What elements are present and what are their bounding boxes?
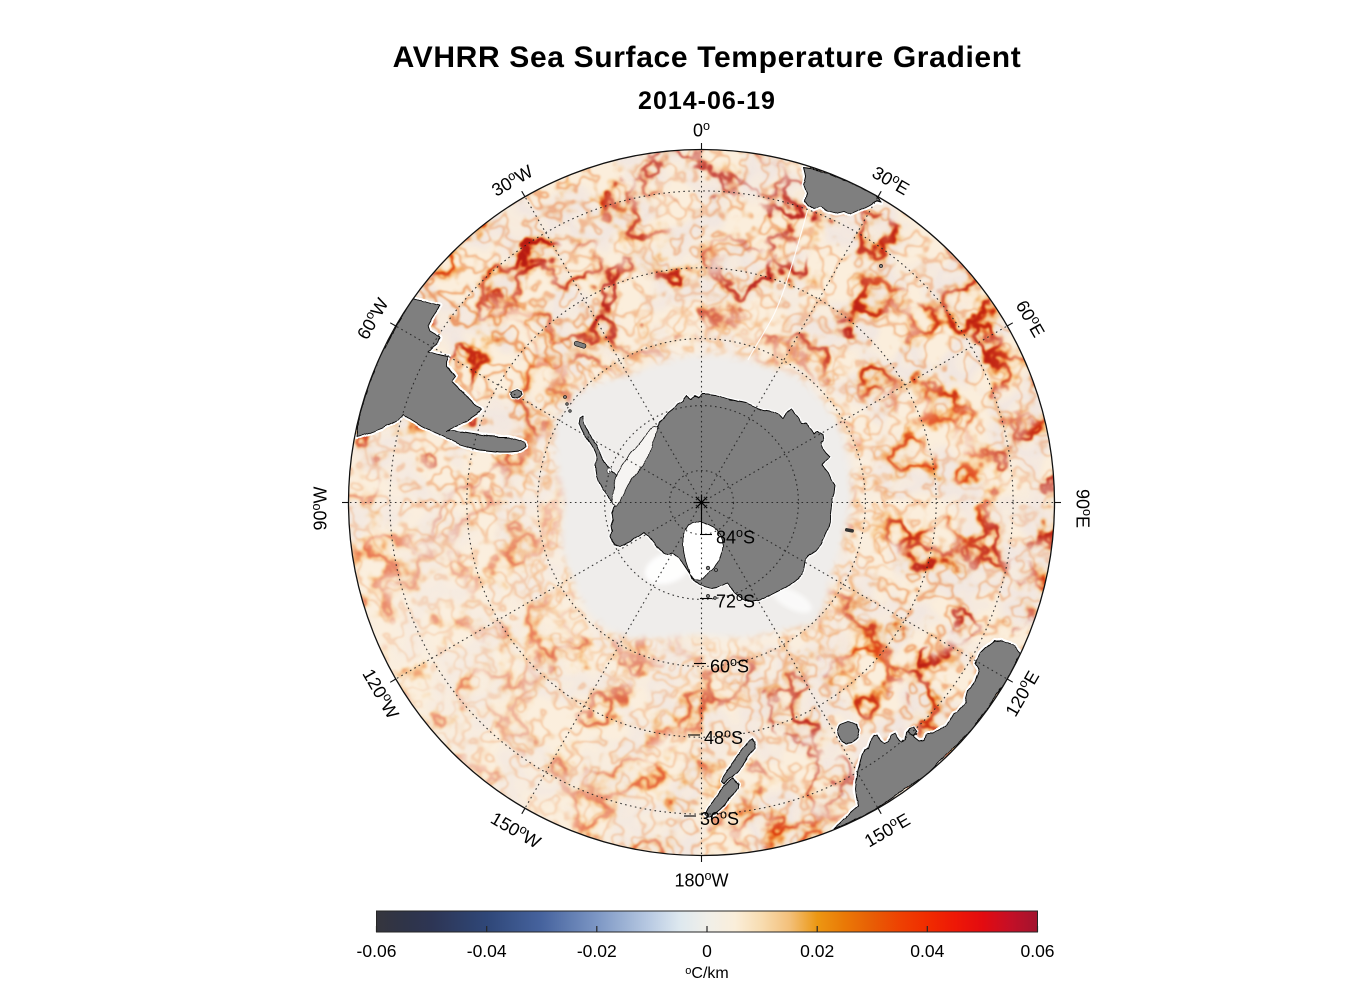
svg-text:180oW: 180oW (674, 869, 728, 891)
svg-text:AVHRR Sea Surface Temperature: AVHRR Sea Surface Temperature Gradient (393, 41, 1022, 74)
svg-text:0.04: 0.04 (910, 941, 944, 961)
svg-text:84oS: 84oS (716, 526, 755, 548)
svg-text:90oE: 90oE (1073, 489, 1095, 528)
svg-text:0.06: 0.06 (1020, 941, 1054, 961)
svg-text:48oS: 48oS (704, 727, 743, 749)
svg-text:72oS: 72oS (716, 590, 755, 612)
svg-text:30oE: 30oE (869, 161, 914, 199)
svg-text:-0.06: -0.06 (357, 941, 397, 961)
svg-text:60oW: 60oW (352, 294, 393, 343)
svg-text:36oS: 36oS (700, 808, 739, 830)
svg-text:0.02: 0.02 (800, 941, 834, 961)
svg-text:60oS: 60oS (710, 655, 749, 677)
svg-text:oC/km: oC/km (685, 965, 728, 982)
svg-text:150oE: 150oE (860, 808, 913, 851)
svg-text:-0.04: -0.04 (467, 941, 507, 961)
svg-text:2014-06-19: 2014-06-19 (638, 87, 776, 115)
svg-text:60oE: 60oE (1012, 296, 1050, 341)
svg-text:0: 0 (702, 941, 712, 961)
svg-text:90oW: 90oW (309, 486, 331, 530)
svg-text:-0.02: -0.02 (577, 941, 617, 961)
svg-text:0o: 0o (693, 119, 710, 141)
